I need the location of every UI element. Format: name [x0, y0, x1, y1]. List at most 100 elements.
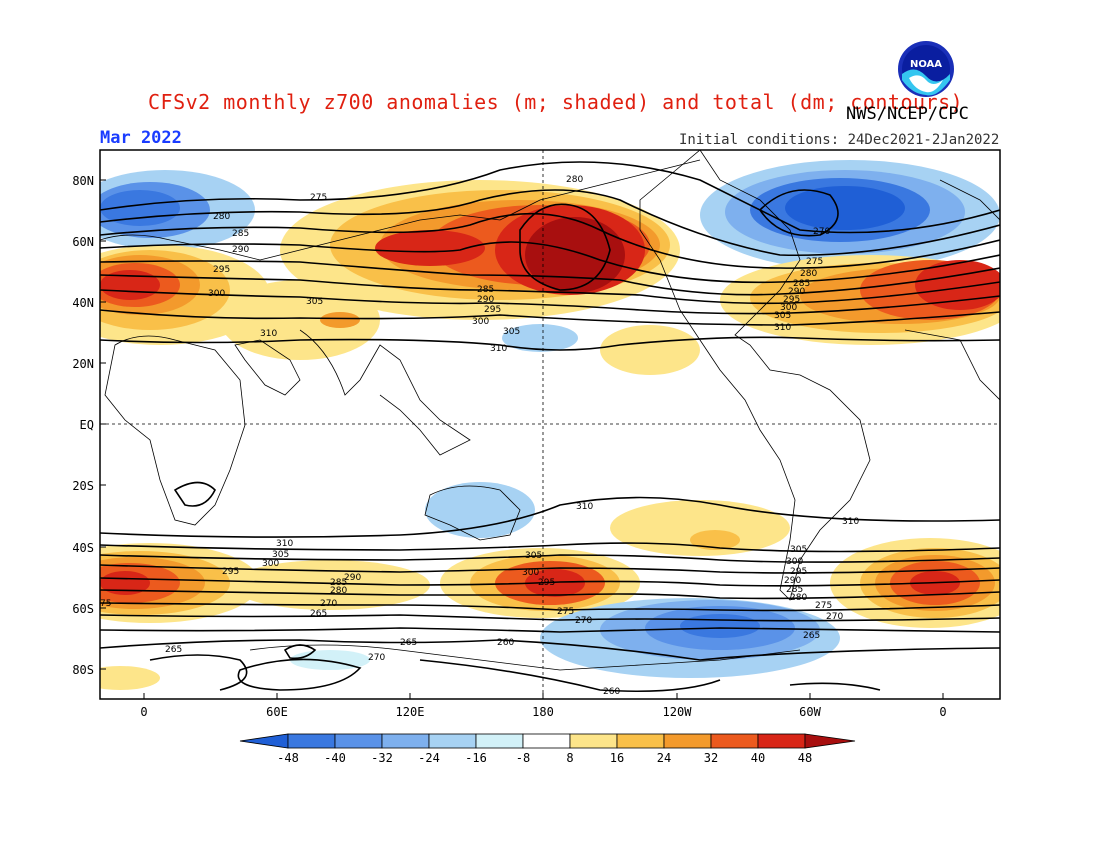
contour-label: 295	[783, 295, 800, 305]
contour-label: 305	[790, 545, 807, 555]
contour-label: 295	[538, 578, 555, 588]
longitude-axis: 0 60E 120E 180 120W 60W 0	[140, 693, 947, 719]
colorbar-tick-label: 32	[704, 751, 718, 765]
contour-label: 305	[774, 311, 791, 321]
contour-label: 290	[232, 245, 249, 255]
lat-label: 20N	[72, 357, 94, 371]
agency-credit: NWS/NCEP/CPC	[846, 104, 969, 124]
contour-label: 275	[557, 607, 574, 617]
lat-label: 40N	[72, 296, 94, 310]
contour-label: 270	[813, 227, 830, 237]
colorbar-segment	[287, 733, 336, 749]
lon-label: 0	[140, 705, 147, 719]
initial-conditions: Initial conditions: 24Dec2021-2Jan2022	[679, 132, 1000, 148]
contour-label: 280	[790, 593, 807, 603]
contour-label: 270	[368, 653, 385, 663]
contour-label: 305	[272, 550, 289, 560]
colorbar-segment	[710, 733, 759, 749]
contour-label: 310	[842, 517, 859, 527]
contour-label: 265	[400, 638, 417, 648]
lat-label: 80S	[72, 663, 94, 677]
contour-label: 310	[276, 539, 293, 549]
contour-label: 290	[477, 295, 494, 305]
contour-label: 295	[222, 567, 239, 577]
lon-label: 180	[532, 705, 554, 719]
contour-label: 285	[477, 285, 494, 295]
contour-label: 265	[803, 631, 820, 641]
contour-label: 270	[320, 599, 337, 609]
contour-label: 295	[213, 265, 230, 275]
contour-label: 280	[800, 269, 817, 279]
lat-label: 80N	[72, 174, 94, 188]
colorbar-segment	[663, 733, 712, 749]
colorbar-segment	[334, 733, 383, 749]
contour-label: 300	[780, 303, 797, 313]
colorbar-low-arrow	[239, 733, 289, 749]
colorbar-segment	[428, 733, 477, 749]
colorbar-tick-label: 24	[657, 751, 671, 765]
colorbar-segment	[475, 733, 524, 749]
contour-label: 310	[490, 344, 507, 354]
contour-labels: 275 280 280 285 290 295 300 305 310 270 …	[100, 175, 859, 697]
contour-label: 285	[330, 578, 347, 588]
lat-label: 60N	[72, 235, 94, 249]
lat-label: 20S	[72, 479, 94, 493]
contour-label: 275	[806, 257, 823, 267]
lon-label: 120E	[396, 705, 425, 719]
contour-label: 270	[826, 612, 843, 622]
contour-label: 280	[213, 212, 230, 222]
contour-label: 285	[786, 585, 803, 595]
colorbar-high-arrow	[804, 733, 856, 749]
contour-label: 300	[522, 568, 539, 578]
contour-label: 275	[815, 601, 832, 611]
contour-label: 305	[525, 551, 542, 561]
contour-label: 285	[232, 229, 249, 239]
colorbar-tick-label: 48	[798, 751, 812, 765]
colorbar-tick-label: 8	[566, 751, 573, 765]
colorbar-tick-label: 40	[751, 751, 765, 765]
contour-label: 270	[575, 616, 592, 626]
lat-label: 40S	[72, 541, 94, 555]
contour-label: 310	[576, 502, 593, 512]
contour-label: 295	[790, 567, 807, 577]
svg-text:NOAA: NOAA	[910, 59, 942, 70]
latitude-axis: 80N 60N 40N 20N EQ 20S 40S 60S 80S	[72, 174, 106, 677]
contour-label: 260	[603, 687, 620, 697]
contour-label: 310	[260, 329, 277, 339]
chart-title: CFSv2 monthly z700 anomalies (m; shaded)…	[148, 90, 964, 114]
contour-label: 290	[784, 576, 801, 586]
contour-label: 265	[310, 609, 327, 619]
lat-label: EQ	[80, 418, 94, 432]
coastlines	[100, 150, 1000, 671]
colorbar-tick-label: -48	[277, 751, 299, 765]
contour-label: 280	[330, 586, 347, 596]
colorbar-tick-label: -16	[465, 751, 487, 765]
colorbar-tick-label: -24	[418, 751, 440, 765]
lon-label: 60W	[799, 705, 821, 719]
noaa-logo-icon: NOAA	[898, 41, 954, 97]
colorbar-tick-label: -8	[516, 751, 530, 765]
height-contours	[100, 161, 1000, 693]
contour-label: 265	[165, 645, 182, 655]
colorbar-tick-label: 16	[610, 751, 624, 765]
colorbar-segment	[381, 733, 430, 749]
colorbar-segment	[522, 733, 571, 749]
contour-label: 285	[793, 279, 810, 289]
contour-label: 290	[344, 573, 361, 583]
contour-label: 300	[472, 317, 489, 327]
forecast-month: Mar 2022	[100, 128, 182, 148]
contour-label: 305	[306, 297, 323, 307]
lon-label: 60E	[266, 705, 288, 719]
grid-lines	[100, 150, 1000, 699]
colorbar: -48 -40 -32 -24 -16 -8 8 16 24 32 40 48	[239, 733, 856, 765]
lon-label: 120W	[663, 705, 693, 719]
lat-label: 60S	[72, 602, 94, 616]
lon-label: 0	[939, 705, 946, 719]
contour-label: 275	[310, 193, 327, 203]
colorbar-segment	[616, 733, 665, 749]
colorbar-segment	[757, 733, 806, 749]
colorbar-tick-label: -40	[324, 751, 346, 765]
contour-label: 290	[788, 287, 805, 297]
contour-label: 75	[100, 599, 111, 609]
